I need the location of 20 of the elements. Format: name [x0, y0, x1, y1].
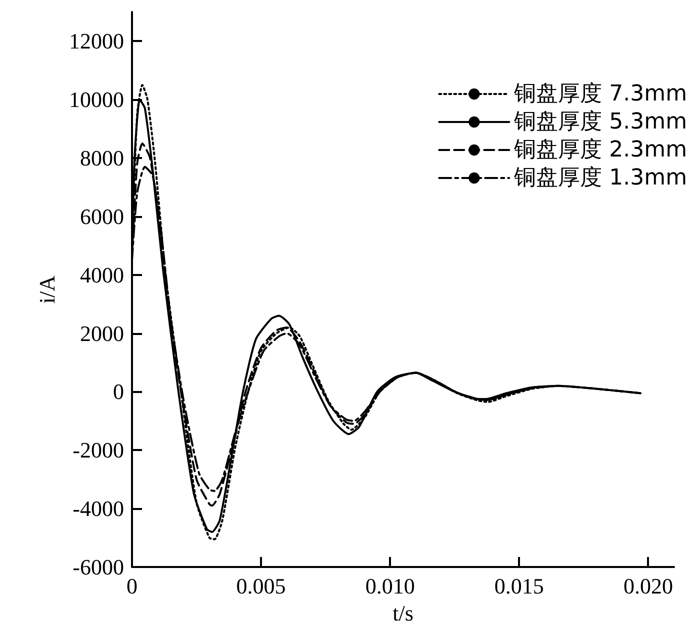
- y-tick-label: 12000: [69, 28, 124, 54]
- x-tick-label: 0.020: [623, 574, 673, 598]
- y-axis-title: i/A: [34, 275, 60, 304]
- y-tick-label: 8000: [80, 146, 124, 171]
- x-axis-title: t/s: [392, 600, 414, 626]
- x-tick-label: 0.005: [236, 574, 286, 598]
- legend-label: 铜盘厚度 2.3mm: [513, 138, 687, 162]
- y-tick-label: -2000: [72, 438, 124, 463]
- legend-label: 铜盘厚度 7.3mm: [513, 82, 687, 106]
- y-tick-label: 4000: [80, 262, 124, 288]
- y-tick-label: -6000: [72, 554, 124, 580]
- y-tick-label: 2000: [80, 320, 124, 346]
- y-tick-label: 6000: [80, 204, 124, 229]
- y-tick-label: -4000: [72, 496, 124, 522]
- x-tick-label: 0.015: [494, 574, 544, 598]
- legend-label: 铜盘厚度 1.3mm: [513, 166, 687, 190]
- x-tick-label: 0.010: [365, 574, 415, 598]
- legend-label: 铜盘厚度 5.3mm: [513, 110, 687, 134]
- y-tick-label: 10000: [69, 87, 124, 112]
- y-tick-label: 0: [113, 379, 124, 404]
